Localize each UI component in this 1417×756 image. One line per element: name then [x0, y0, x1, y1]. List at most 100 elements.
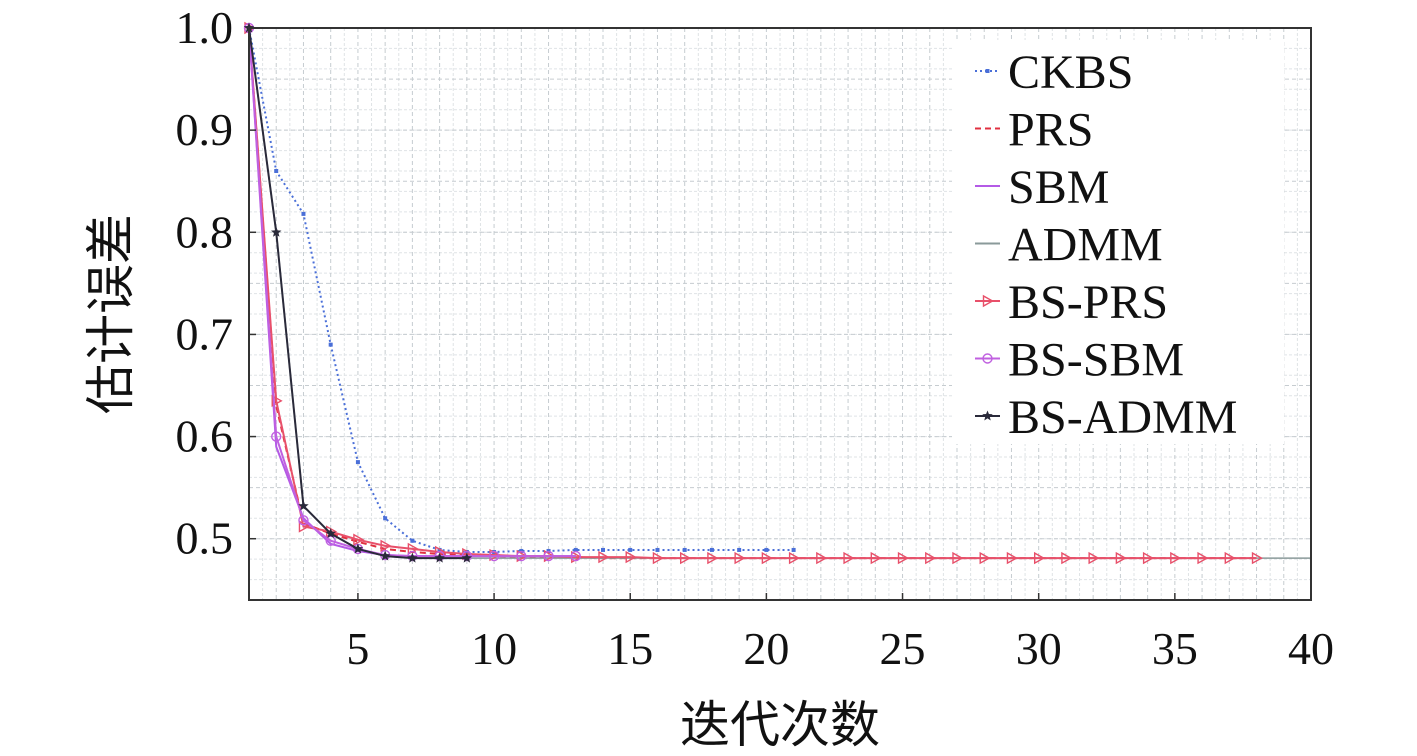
legend-item-bs-sbm: BS-SBM — [975, 334, 1184, 387]
data-point-bs-prs — [707, 551, 719, 565]
data-point-bs-prs — [298, 520, 310, 533]
data-point-ckbs — [655, 547, 660, 552]
data-point-ckbs — [383, 516, 388, 521]
legend-marker-bs-admm — [982, 410, 993, 421]
data-point-ckbs — [601, 547, 605, 552]
data-point-bs-prs — [1142, 551, 1155, 565]
data-point-bs-prs — [598, 550, 610, 564]
data-point-bs-prs — [271, 394, 283, 408]
data-point-bs-prs — [1170, 551, 1182, 565]
data-point-bs-sbm — [516, 550, 527, 562]
data-point-bs-prs — [1197, 551, 1209, 565]
x-tick-label: 35 — [1152, 623, 1198, 674]
data-point-bs-prs — [979, 551, 991, 565]
data-point-bs-prs — [652, 551, 664, 565]
x-tick-label: 10 — [471, 623, 517, 674]
data-point-bs-admm — [434, 552, 445, 563]
data-point-bs-sbm — [271, 431, 282, 442]
data-point-ckbs — [709, 547, 714, 552]
y-tick-label: 0.8 — [176, 206, 234, 257]
legend-box — [952, 40, 1284, 444]
x-tick-label: 20 — [743, 623, 789, 674]
legend-label-prs: PRS — [1008, 104, 1093, 157]
data-point-bs-prs — [1251, 551, 1263, 565]
legend-item-ckbs: CKBS — [975, 46, 1133, 99]
data-point-bs-sbm — [407, 550, 418, 562]
legend-item-admm: ADMM — [975, 219, 1163, 272]
series-bs-admm — [243, 22, 473, 563]
data-point-bs-prs — [1033, 551, 1046, 565]
legend-marker-ckbs — [985, 69, 990, 73]
legend-item-sbm: SBM — [975, 161, 1109, 214]
data-point-bs-sbm — [298, 515, 309, 526]
y-tick-label: 0.9 — [176, 104, 234, 155]
data-point-bs-prs — [897, 551, 909, 565]
data-point-bs-prs — [788, 551, 801, 565]
data-point-bs-prs — [1088, 551, 1100, 565]
data-point-bs-admm — [379, 550, 391, 561]
legend-label-sbm: SBM — [1008, 161, 1109, 214]
legend-item-bs-prs: BS-PRS — [975, 276, 1168, 329]
x-tick-label: 25 — [880, 623, 926, 674]
data-point-ckbs — [573, 547, 578, 552]
data-point-bs-prs — [952, 551, 964, 565]
data-point-bs-prs — [1006, 551, 1018, 565]
y-tick-label: 0.7 — [176, 308, 234, 359]
data-point-bs-admm — [461, 552, 473, 563]
data-point-ckbs — [791, 547, 796, 552]
x-tick-label: 5 — [346, 623, 369, 674]
data-point-bs-prs — [1115, 551, 1127, 565]
legend-marker-bs-sbm — [982, 353, 993, 364]
grid-minor — [249, 28, 1311, 600]
legend-item-prs: PRS — [975, 104, 1093, 157]
data-point-bs-prs — [353, 533, 365, 546]
data-point-ckbs — [274, 169, 279, 173]
data-point-bs-sbm — [461, 550, 473, 562]
data-point-bs-prs — [925, 551, 937, 565]
plot-frame — [248, 27, 1312, 601]
data-point-bs-prs — [734, 551, 746, 565]
data-point-bs-admm — [325, 528, 336, 539]
legend-label-ckbs: CKBS — [1008, 46, 1133, 99]
data-point-ckbs — [682, 547, 687, 552]
y-axis-ticks: 0.5 0.6 0.7 0.8 0.9 1.0 — [176, 2, 256, 564]
data-point-bs-prs — [380, 539, 392, 553]
data-point-bs-prs — [679, 551, 692, 565]
x-axis-title: 迭代次数 — [680, 697, 880, 753]
legend-label-bs-sbm: BS-SBM — [1008, 334, 1184, 387]
data-point-bs-prs — [761, 551, 773, 565]
data-point-bs-admm — [271, 226, 282, 237]
data-point-bs-prs — [870, 551, 882, 565]
data-point-ckbs — [328, 342, 333, 347]
legend-marker-bs-prs — [982, 294, 994, 308]
data-point-bs-prs — [625, 550, 637, 564]
data-point-bs-prs — [1061, 551, 1073, 565]
data-point-ckbs — [301, 211, 306, 216]
data-point-bs-sbm — [488, 550, 500, 562]
y-tick-label: 0.6 — [176, 411, 234, 462]
data-point-bs-prs — [1224, 551, 1236, 565]
legend-label-bs-prs: BS-PRS — [1008, 276, 1168, 329]
data-point-bs-admm — [298, 500, 309, 511]
series-line-ckbs — [248, 27, 794, 553]
data-point-bs-sbm — [570, 550, 581, 562]
data-point-ckbs — [737, 547, 742, 552]
x-axis-ticks: 5 10 15 20 25 30 35 40 — [346, 593, 1334, 674]
x-tick-label: 15 — [607, 623, 653, 674]
data-point-bs-prs — [843, 551, 855, 565]
data-point-bs-sbm — [434, 550, 445, 562]
y-axis-title: 估计误差 — [83, 214, 139, 414]
data-point-ckbs — [355, 460, 360, 465]
data-point-ckbs — [410, 538, 415, 543]
legend-label-admm: ADMM — [1008, 219, 1163, 272]
data-point-bs-admm — [407, 552, 418, 563]
data-point-ckbs — [764, 547, 769, 552]
legend-label-bs-admm: BS-ADMM — [1008, 391, 1237, 444]
data-point-ckbs — [628, 547, 633, 552]
y-tick-label: 0.5 — [176, 513, 234, 564]
series-layer — [243, 21, 1311, 565]
data-point-bs-admm — [352, 543, 364, 554]
data-point-bs-prs — [816, 551, 828, 565]
